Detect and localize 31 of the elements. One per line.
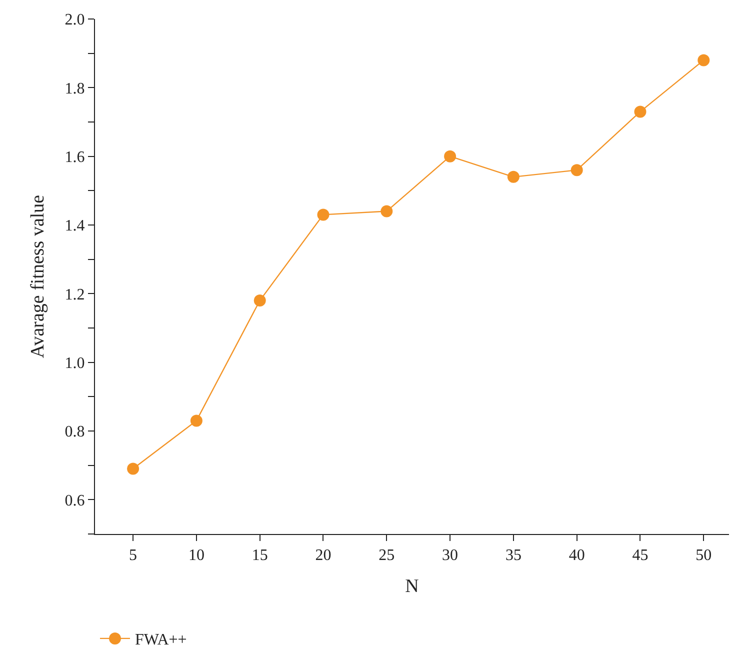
point: [317, 208, 330, 221]
y-tick-label: 1.4: [64, 218, 85, 235]
x-tick-label: 15: [252, 547, 268, 564]
y-tick-label: 1.8: [64, 80, 85, 98]
x-axis-title: N: [405, 576, 420, 597]
x-tick-label: 45: [632, 547, 648, 564]
point: [507, 170, 520, 183]
y-axis-title: Avarage fitness value: [28, 194, 49, 358]
y-tick-label: 1.0: [64, 354, 85, 372]
x-tick-label: 30: [442, 547, 458, 564]
point: [634, 106, 646, 118]
y-tick-label: 1.6: [64, 148, 85, 166]
y-tick-label: 0.6: [64, 492, 85, 510]
y-tick-label: 2.0: [64, 12, 85, 29]
point: [444, 150, 456, 162]
x-tick-label: 25: [378, 547, 395, 564]
x-tick-label: 20: [315, 547, 332, 564]
point: [190, 414, 202, 427]
x-tick-label: 10: [188, 547, 204, 564]
y-tick-label: 1.2: [64, 286, 85, 304]
x-tick-label: 50: [696, 547, 712, 564]
y-tick-label: 0.8: [64, 424, 85, 441]
point: [127, 462, 140, 475]
point: [254, 294, 266, 307]
point: [698, 54, 710, 66]
x-tick-label: 5: [129, 547, 138, 564]
point: [380, 205, 393, 218]
x-tick-label: 40: [568, 547, 585, 564]
x-tick-label: 35: [505, 547, 522, 564]
point: [570, 164, 583, 176]
legend-label: FWA++: [135, 632, 187, 649]
